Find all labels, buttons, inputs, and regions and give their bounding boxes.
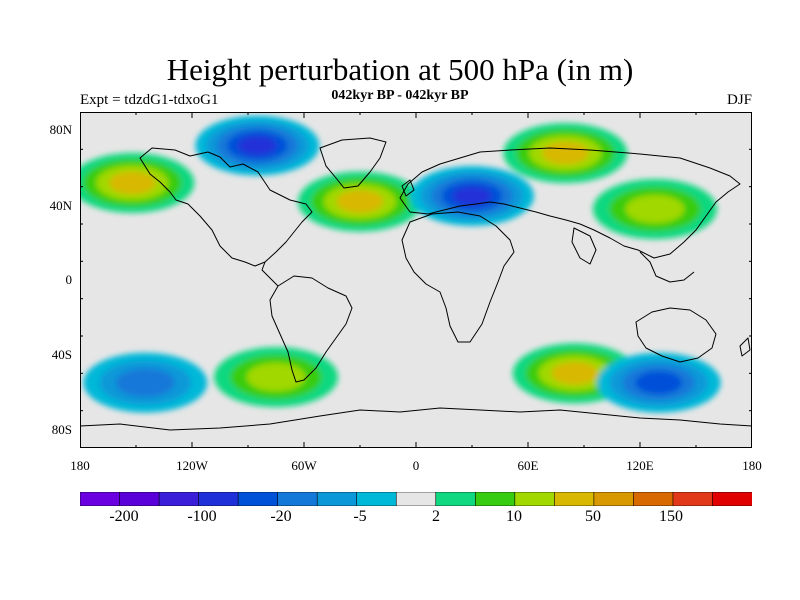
colorbar-swatch	[119, 492, 160, 506]
colorbar-swatch	[514, 492, 556, 506]
map-panel	[80, 112, 752, 448]
lat-label-80n: 80N	[49, 122, 72, 137]
contour-field	[80, 115, 721, 413]
contour-band	[635, 371, 682, 395]
colorbar-swatch	[80, 492, 121, 506]
colorbar-swatch	[316, 492, 358, 506]
colorbar-label: 10	[506, 508, 522, 525]
contour-band	[238, 136, 277, 155]
lat-label-40s: 40S	[51, 347, 72, 362]
colorbar-swatch	[712, 492, 752, 506]
colorbar-swatch	[395, 492, 437, 506]
contour-band	[336, 190, 384, 213]
coast-greenland	[319, 137, 387, 189]
lon-label-180e: 180	[742, 458, 762, 473]
lon-label-60e: 60E	[517, 458, 539, 473]
contour-band	[625, 194, 685, 224]
colorbar-label: -5	[353, 508, 367, 525]
coast-europe-asia	[399, 147, 741, 259]
contour-band	[551, 362, 598, 385]
season-label: DJF	[726, 92, 752, 108]
contour-band	[115, 368, 175, 397]
colorbar	[80, 492, 752, 506]
coast-africa	[401, 211, 515, 343]
colorbar-label: 50	[585, 508, 601, 525]
colorbar-swatch	[672, 492, 714, 506]
colorbar-label: -20	[270, 508, 292, 525]
contour-band	[452, 186, 492, 206]
lon-label-60w: 60W	[291, 458, 317, 473]
colorbar-label: 150	[659, 508, 683, 525]
coast-south-america	[269, 275, 353, 383]
colorbar-swatch	[237, 492, 279, 506]
coast-central-america	[261, 261, 279, 287]
contour-band	[246, 362, 306, 392]
colorbar-swatch	[198, 492, 239, 506]
coast-new-zealand	[739, 337, 751, 357]
colorbar-swatch	[554, 492, 595, 506]
colorbar-label: -100	[187, 508, 217, 525]
contour-band	[542, 141, 589, 165]
period-label: 042kyr BP - 042kyr BP	[331, 88, 469, 103]
experiment-label: Expt = tdzdG1-tdxoG1	[80, 92, 219, 108]
lat-label-eq: 0	[65, 272, 73, 287]
lon-label-0: 0	[412, 458, 420, 473]
coast-australia	[635, 307, 717, 363]
colorbar-label: -200	[109, 508, 139, 525]
plot-title: Height perturbation at 500 hPa (in m)	[166, 52, 634, 87]
coast-north-america	[139, 147, 313, 267]
colorbar-swatch	[277, 492, 318, 506]
colorbar-swatch	[633, 492, 674, 506]
coastlines	[80, 137, 752, 431]
contour-band	[109, 171, 156, 195]
colorbar-swatch	[158, 492, 200, 506]
colorbar-swatch	[474, 492, 516, 506]
coast-southeast-asia	[639, 251, 695, 283]
coast-india	[571, 227, 597, 265]
colorbar-label: 2	[432, 508, 440, 525]
colorbar-swatch	[356, 492, 397, 506]
lon-label-120w: 120W	[176, 458, 208, 473]
coast-antarctica	[80, 407, 752, 431]
axis-ticks	[80, 112, 752, 448]
coast-uk	[401, 179, 415, 197]
colorbar-swatch	[593, 492, 635, 506]
lon-label-120e: 120E	[626, 458, 654, 473]
colorbar-swatch	[435, 492, 476, 506]
lat-label-40n: 40N	[49, 198, 72, 213]
lat-label-80s: 80S	[51, 422, 72, 437]
lon-label-180w: 180	[70, 458, 90, 473]
